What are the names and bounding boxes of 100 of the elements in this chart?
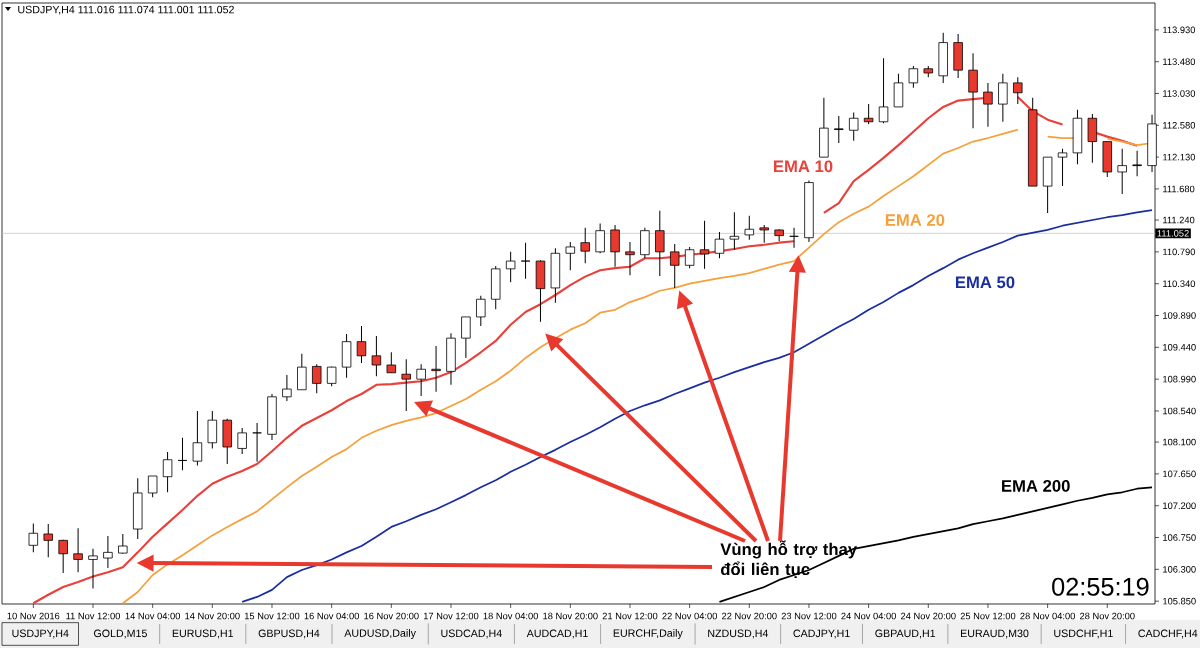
candlestick [118, 533, 128, 555]
x-tick-label: 22 Nov 04:00 [662, 612, 718, 620]
text: EURUSD,H1 [172, 629, 234, 639]
candlestick [744, 215, 755, 241]
y-tick-label: 105.850 [1163, 597, 1196, 605]
x-tick-label: 25 Nov 12:00 [960, 612, 1016, 620]
y-tick-label: 113.930 [1163, 26, 1196, 34]
y-tick-label: 108.990 [1163, 375, 1196, 383]
candlestick [312, 363, 322, 394]
text: CADCHF,H4 [1138, 629, 1198, 639]
candlestick [610, 224, 620, 268]
series-label: EMA 200 [1002, 480, 1070, 492]
y-tick-label: 112.130 [1163, 153, 1196, 161]
candlestick [371, 335, 382, 377]
candlestick [43, 523, 53, 558]
candlestick [669, 243, 680, 289]
text: AUDUSD,Daily [344, 629, 416, 639]
y-tick-label: 107.200 [1163, 502, 1196, 509]
x-tick-label: 10 Nov 2016 [7, 612, 60, 620]
y-tick-label: 109.440 [1163, 344, 1196, 351]
y-tick-label: 107.650 [1163, 470, 1196, 478]
x-tick-label: 24 Nov 04:00 [841, 612, 897, 620]
series-label: EMA 50 [955, 276, 1015, 289]
candlestick [520, 242, 531, 280]
candlestick [580, 227, 590, 264]
candlestick [848, 112, 859, 142]
candlestick [714, 231, 725, 259]
text: USDCHF,H1 [1054, 629, 1113, 639]
candlestick [297, 353, 307, 391]
y-tick-label: 111.240 [1163, 216, 1195, 224]
candlestick [565, 241, 576, 271]
candlestick [684, 246, 695, 269]
candlestick [699, 220, 710, 270]
x-tick-label: 28 Nov 20:00 [1079, 612, 1135, 620]
y-tick-label: 113.480 [1163, 58, 1196, 65]
x-tick-label: 18 Nov 04:00 [483, 612, 539, 620]
text: USDCAD,H4 [441, 629, 502, 639]
x-tick-label: 18 Nov 20:00 [543, 612, 598, 620]
y-tick-label: 106.750 [1163, 534, 1196, 541]
candlestick [252, 422, 262, 463]
candlestick [908, 65, 919, 89]
candlestick [476, 295, 486, 327]
text: GOLD,M15 [93, 629, 147, 639]
y-tick-label: 110.790 [1163, 248, 1196, 256]
text: GBPUSD,H4 [258, 629, 320, 639]
candlestick [88, 548, 98, 589]
x-tick-label: 28 Nov 04:00 [1020, 612, 1075, 620]
candlestick [968, 52, 978, 129]
text: USDJPY,H4 [12, 629, 69, 639]
candlestick [729, 211, 740, 251]
y-tick-label: 110.340 [1163, 280, 1196, 287]
text: NZDUSD,H4 [708, 629, 769, 639]
candlestick [147, 475, 158, 498]
candlestick [103, 535, 113, 569]
text: CADJPY,H1 [793, 629, 850, 639]
candlestick [416, 363, 426, 397]
y-tick-label: 113.030 [1163, 90, 1196, 97]
text: EURAUD,M30 [961, 629, 1029, 639]
ref-line-label: 111.052 [1157, 230, 1189, 237]
x-tick-label: 16 Nov 04:00 [304, 612, 360, 620]
candlestick [834, 115, 844, 144]
annotation: 02:55:19 [1052, 577, 1149, 596]
x-tick-label: 22 Nov 20:00 [722, 612, 777, 620]
candlestick [162, 451, 173, 493]
x-tick-label: 24 Nov 20:00 [900, 612, 956, 620]
candlestick [58, 539, 68, 574]
y-tick-label: 108.100 [1163, 438, 1196, 446]
candlestick [1013, 76, 1023, 105]
candlestick [1117, 148, 1127, 195]
candlestick [237, 427, 247, 455]
candlestick [461, 316, 471, 359]
candlestick [207, 410, 218, 449]
candlestick [356, 325, 367, 364]
text: GBPAUD,H1 [875, 629, 936, 639]
text: AUDCAD,H1 [526, 629, 588, 639]
candlestick [505, 251, 516, 283]
candlestick [655, 210, 665, 277]
candlestick [192, 410, 203, 466]
series-label: EMA 20 [885, 214, 945, 226]
x-tick-label: 14 Nov 20:00 [185, 612, 240, 620]
candlestick [863, 103, 874, 125]
chart-title: USDJPY,H4 111.016 111.074 111.001 111.052 [18, 5, 234, 15]
x-tick-label: 14 Nov 04:00 [125, 612, 181, 620]
y-tick-label: 109.890 [1163, 312, 1196, 319]
y-tick-label: 108.540 [1163, 407, 1196, 415]
candlestick [431, 345, 441, 393]
candlestick [625, 241, 635, 276]
x-tick-label: 11 Nov 12:00 [66, 612, 121, 620]
candlestick [998, 73, 1008, 123]
x-tick-label: 15 Nov 12:00 [244, 612, 300, 620]
candlestick [401, 358, 411, 412]
candlestick [326, 365, 337, 387]
x-tick-label: 17 Nov 12:00 [423, 612, 479, 620]
candlestick [1057, 148, 1068, 187]
candlestick [28, 522, 39, 553]
y-tick-label: 112.580 [1163, 122, 1196, 129]
text: EURCHF,Daily [613, 629, 683, 639]
x-tick-label: 21 Nov 12:00 [602, 612, 658, 620]
candlestick [1087, 113, 1098, 164]
candlestick [595, 223, 605, 254]
